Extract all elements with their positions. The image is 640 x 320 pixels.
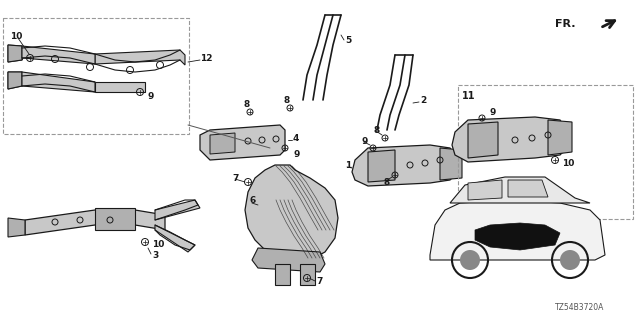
Text: 11: 11 — [462, 91, 476, 101]
Text: 8: 8 — [243, 100, 249, 108]
Polygon shape — [22, 46, 95, 64]
Text: 5: 5 — [345, 36, 351, 44]
Text: 12: 12 — [200, 53, 212, 62]
Polygon shape — [275, 264, 290, 285]
Polygon shape — [95, 208, 135, 230]
Text: 9: 9 — [362, 137, 369, 146]
Polygon shape — [95, 50, 185, 65]
Polygon shape — [475, 223, 560, 250]
Polygon shape — [245, 165, 338, 264]
Text: 10: 10 — [152, 239, 164, 249]
Circle shape — [460, 250, 480, 270]
Text: 8: 8 — [384, 178, 390, 187]
Polygon shape — [8, 45, 22, 62]
Polygon shape — [468, 122, 498, 158]
Polygon shape — [8, 72, 22, 89]
Polygon shape — [450, 177, 590, 203]
Polygon shape — [252, 248, 325, 272]
Polygon shape — [95, 82, 145, 92]
Polygon shape — [8, 218, 25, 237]
Polygon shape — [210, 133, 235, 154]
Polygon shape — [8, 45, 26, 62]
Text: 8: 8 — [283, 95, 289, 105]
Polygon shape — [200, 125, 285, 160]
Text: 8: 8 — [374, 125, 380, 134]
Polygon shape — [440, 148, 462, 180]
Text: 4: 4 — [293, 133, 300, 142]
Text: 6: 6 — [250, 196, 256, 204]
Bar — [3, 18, 189, 134]
Text: 10: 10 — [562, 158, 574, 167]
Polygon shape — [452, 117, 565, 162]
Polygon shape — [155, 225, 195, 252]
Polygon shape — [352, 145, 455, 186]
Circle shape — [560, 250, 580, 270]
Text: 9: 9 — [148, 92, 154, 100]
Bar — [458, 85, 633, 219]
Text: 9: 9 — [490, 108, 497, 116]
Polygon shape — [155, 200, 200, 220]
Polygon shape — [22, 72, 95, 92]
Polygon shape — [8, 72, 26, 89]
Polygon shape — [25, 210, 165, 235]
Polygon shape — [300, 264, 315, 285]
Text: 7: 7 — [316, 276, 323, 285]
Polygon shape — [468, 180, 502, 200]
Text: 7: 7 — [232, 173, 238, 182]
Text: FR.: FR. — [556, 19, 576, 29]
Polygon shape — [430, 200, 605, 260]
Polygon shape — [548, 120, 572, 155]
Text: 2: 2 — [420, 95, 426, 105]
Text: 10: 10 — [10, 31, 22, 41]
Polygon shape — [508, 180, 548, 197]
Text: 3: 3 — [152, 252, 158, 260]
Text: 9: 9 — [293, 149, 300, 158]
Text: 1: 1 — [345, 161, 351, 170]
Polygon shape — [368, 150, 395, 182]
Text: TZ54B3720A: TZ54B3720A — [555, 303, 604, 313]
